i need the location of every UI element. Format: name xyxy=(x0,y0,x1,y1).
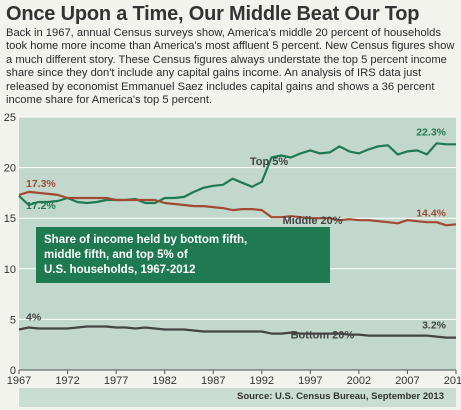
x-tick-label: 2007 xyxy=(395,375,419,387)
series-name-label: Middle 20% xyxy=(283,215,343,227)
subtitle-line: Share of income held by bottom fifth, xyxy=(44,234,247,246)
source-bar: Source: U.S. Census Bureau, September 20… xyxy=(19,388,456,407)
series-line-middle-20- xyxy=(18,190,457,227)
x-tick-label: 1987 xyxy=(201,375,225,387)
series-name-label: Bottom 20% xyxy=(291,330,355,342)
chart-subtitle: Share of income held by bottom fifth, mid… xyxy=(44,234,247,276)
subtitle-box xyxy=(36,227,330,283)
y-tick-label: 20 xyxy=(4,163,16,175)
chart-title: Once Upon a Time, Our Middle Beat Our To… xyxy=(6,3,420,25)
y-tick-label: 15 xyxy=(4,213,16,225)
end-value-label: 22.3% xyxy=(416,126,446,138)
intro-paragraph: Back in 1967, annual Census surveys show… xyxy=(6,27,455,107)
subtitle-line: middle fifth, and top 5% of xyxy=(44,249,188,261)
y-tick-label: 5 xyxy=(10,314,16,326)
start-value-label: 4% xyxy=(26,312,42,324)
y-tick-label: 10 xyxy=(4,264,16,276)
series-line-top-5- xyxy=(18,142,456,207)
source-note: Source: U.S. Census Bureau, September 20… xyxy=(237,391,444,402)
x-tick-label: 1967 xyxy=(7,375,31,387)
y-tick-label: 25 xyxy=(4,112,16,124)
y-tick-label: 0 xyxy=(10,365,16,377)
subtitle-line: U.S. households, 1967-2012 xyxy=(44,264,195,276)
x-tick-label: 2002 xyxy=(347,375,371,387)
x-tick-label: 1977 xyxy=(104,375,128,387)
start-value-label: 17.2% xyxy=(26,200,56,212)
end-value-label: 14.4% xyxy=(416,207,446,219)
x-tick-label: 1972 xyxy=(55,375,79,387)
x-tick-label: 1997 xyxy=(298,375,322,387)
end-value-label: 3.2% xyxy=(422,320,447,332)
series-name-label: Top 5% xyxy=(250,156,289,168)
x-tick-label: 1992 xyxy=(250,375,274,387)
series-line-bottom-20- xyxy=(18,325,456,339)
x-tick-label: 2012 xyxy=(444,375,461,387)
start-value-label: 17.3% xyxy=(26,178,56,190)
x-tick-label: 1982 xyxy=(152,375,176,387)
